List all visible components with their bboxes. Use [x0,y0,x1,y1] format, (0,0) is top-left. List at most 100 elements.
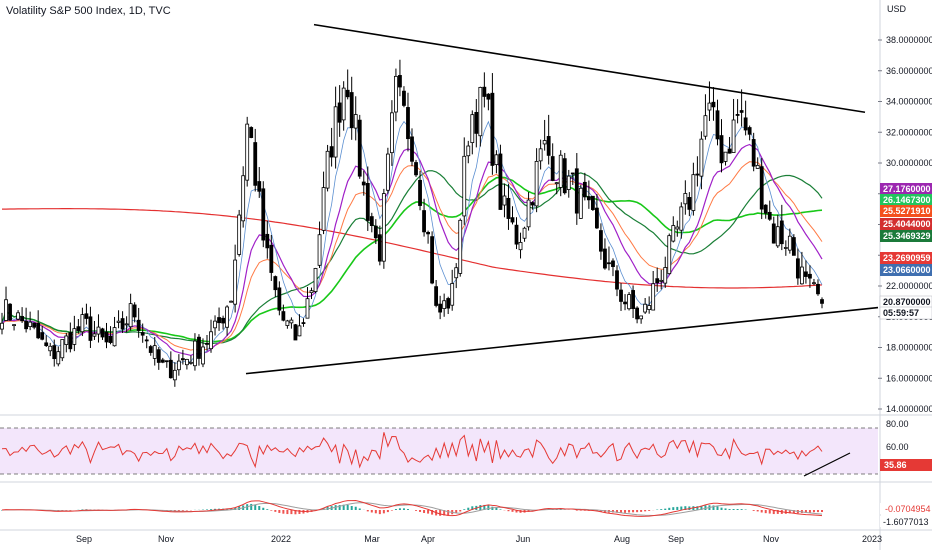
price-tag: 23.0660000 [880,264,932,276]
macd-histogram-bar [286,510,288,514]
macd-histogram-bar [206,509,208,510]
x-tick-label: Mar [364,534,380,544]
macd-histogram-bar [753,510,755,511]
macd-histogram-bar [741,509,743,510]
macd-histogram-bar [467,508,469,510]
x-tick-label: Jun [516,534,531,544]
macd-histogram-bar [507,510,509,511]
macd-histogram-bar [439,510,441,516]
x-tick-label: Nov [763,534,780,544]
macd-histogram-bar [729,509,731,510]
candle [9,303,12,321]
x-tick-label: Apr [421,534,435,544]
macd-histogram-bar [383,510,385,513]
macd-histogram-bar [636,510,638,512]
macd-histogram-bar [282,510,284,514]
macd-histogram-bar [733,509,735,510]
macd-signal-label: -1.6077013 [883,517,929,527]
svg-text:26.1467300: 26.1467300 [883,195,931,205]
macd-histogram-bar [821,510,823,512]
macd-histogram-bar [351,506,353,510]
candle [459,218,462,276]
macd-histogram-bar [721,508,723,510]
macd-histogram-bar [399,508,401,510]
macd-histogram-bar [672,507,674,510]
candle [382,189,385,269]
macd-histogram-bar [628,510,630,512]
macd-histogram-bar [262,508,264,510]
candle [579,185,582,219]
macd-histogram-bar [254,505,256,510]
macd-histogram-bar [644,510,646,511]
price-tag: 25.4044000 [880,218,932,230]
currency-label: USD [887,4,907,14]
y-tick-label: 30.0000000 [886,158,932,168]
candle [314,268,317,293]
price-tag: 25.5271910 [880,205,932,217]
macd-histogram-bar [668,508,670,510]
macd-histogram-bar [511,510,513,512]
svg-text:25.5271910: 25.5271910 [883,206,931,216]
macd-histogram-bar [757,510,759,511]
x-tick-label: Sep [76,534,92,544]
macd-histogram-bar [648,510,650,511]
macd-histogram-bar [499,509,501,510]
y-tick-label: 32.0000000 [886,127,932,137]
macd-histogram-bar [664,509,666,510]
svg-text:27.1760000: 27.1760000 [883,184,931,194]
candle [792,234,795,255]
macd-histogram-bar [258,506,260,510]
candle [246,117,249,187]
macd-histogram-bar [761,510,763,512]
x-tick-label: Nov [158,534,175,544]
candle [250,126,253,138]
candle [563,153,566,195]
price-tag: 27.1760000 [880,183,932,195]
macd-histogram-bar [290,510,292,514]
macd-histogram-bar [479,505,481,510]
macd-histogram-bar [716,506,718,510]
macd-histogram-bar [680,507,682,510]
macd-histogram-bar [395,509,397,510]
macd-histogram-bar [423,510,425,513]
rsi-tick-label: 60.00 [886,442,909,452]
macd-histogram-bar [737,509,739,510]
macd-histogram-bar [765,510,767,513]
macd-histogram-bar [640,510,642,512]
candle [294,324,297,340]
macd-histogram-bar [387,510,389,512]
svg-text:20.8700000: 20.8700000 [883,297,931,307]
candle [628,292,631,310]
candle [358,115,361,179]
macd-histogram-bar [676,507,678,510]
macd-histogram-bar [182,510,184,511]
macd-histogram-bar [769,510,771,514]
macd-histogram-bar [274,510,276,512]
macd-histogram-bar [447,510,449,515]
macd-histogram-bar [813,510,815,512]
macd-histogram-bar [725,508,727,510]
price-tag: 23.2690959 [880,252,932,264]
macd-histogram-bar [375,510,377,513]
macd-histogram-bar [809,510,811,513]
candle [591,196,594,211]
y-tick-label: 36.0000000 [886,66,932,76]
macd-histogram-bar [407,509,409,510]
y-tick-label: 18.0000000 [886,343,932,353]
macd-histogram-bar [278,510,280,513]
macd-histogram-bar [704,505,706,510]
candle [326,145,329,191]
candle [499,145,502,210]
macd-histogram-bar [250,504,252,510]
candle [386,148,389,194]
macd-histogram-bar [270,510,272,511]
rsi-tick-label: 80.00 [886,419,909,429]
candle [668,234,671,275]
macd-histogram-bar [427,510,429,514]
macd-histogram-bar [624,510,626,513]
macd-histogram-bar [210,509,212,510]
macd-histogram-bar [660,509,662,510]
macd-histogram-bar [463,509,465,510]
rsi-last-label: 35.86 [884,460,907,470]
price-tag: 26.1467300 [880,194,932,206]
